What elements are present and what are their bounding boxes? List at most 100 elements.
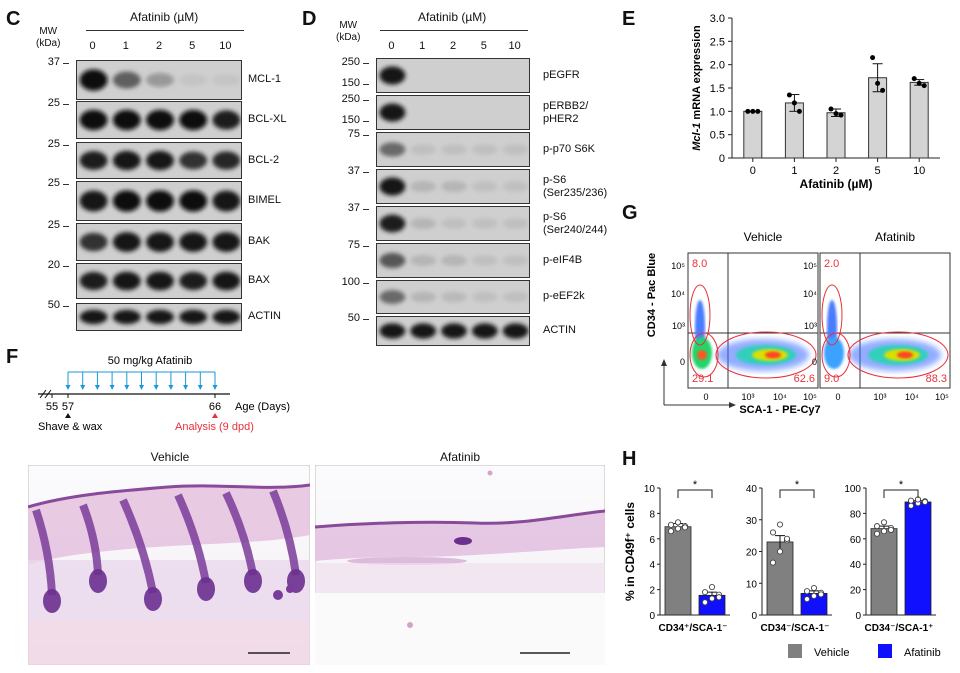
y-tick-label: 60 (850, 535, 862, 546)
blot-band (379, 66, 406, 85)
gate-bottom-right (847, 331, 949, 379)
flow-x-tick: 10⁵ (803, 392, 817, 402)
lane-label: 2 (155, 40, 163, 52)
y-axis-label: % in CD49f⁺ cells (623, 502, 637, 601)
data-point (750, 108, 756, 114)
data-point (875, 80, 881, 86)
flow-x-tick: 0 (835, 392, 840, 402)
blot-strip (376, 95, 530, 130)
arrow-head-icon (661, 359, 667, 366)
flow-x-tick: 10⁵ (935, 392, 949, 402)
panel-c-treatment-line (86, 30, 244, 31)
blot-band (146, 150, 174, 171)
dose-label: 50 mg/kg Afatinib (108, 355, 192, 367)
mw-tick (63, 145, 69, 146)
blot-band (379, 214, 406, 233)
subcutis-layer (28, 560, 310, 620)
data-point (880, 87, 886, 93)
blot-band (441, 144, 467, 155)
dose-arrow-head-icon (212, 385, 218, 390)
category-label: CD34⁺/SCA-1⁻ (659, 623, 728, 634)
blot-band (112, 190, 141, 212)
panel-c-treatment: Afatinib (µM) (130, 10, 199, 24)
data-point (796, 108, 802, 114)
data-point (833, 111, 839, 117)
bar (664, 526, 692, 616)
lane-label: 1 (419, 40, 426, 52)
blot-bands (79, 150, 241, 171)
blot-bands (79, 232, 241, 252)
y-tick-label: 2 (649, 586, 655, 597)
mw-marker: 100 (341, 276, 360, 288)
blot-band (379, 252, 406, 269)
blot-band (410, 291, 437, 303)
kda-label: (kDa) (336, 32, 361, 43)
blot-strip (376, 206, 530, 241)
panel-g-flow: CD34 - Pac Blue SCA-1 - PE-Cy7 Vehicle 8.0 2… (646, 230, 951, 416)
blot-band (179, 151, 208, 170)
bar (870, 528, 898, 616)
flow-y-tick: 10⁴ (803, 289, 817, 299)
follicle-bulb (89, 569, 107, 593)
muscle-layer (28, 620, 310, 665)
mw-marker: 25 (47, 219, 60, 231)
dose-arrow-head-icon (109, 385, 115, 390)
blot-band (410, 218, 437, 229)
panel-d-letter: D (302, 8, 317, 30)
data-point (701, 599, 709, 606)
mw-marker: 25 (47, 97, 60, 109)
mw-tick (63, 266, 69, 267)
blot-band (379, 290, 406, 304)
blot-strip (76, 101, 242, 139)
blot-band (502, 181, 529, 192)
tissue-fragment (407, 622, 413, 628)
data-point (803, 596, 811, 603)
significance-bracket (779, 489, 815, 498)
blot-bands (79, 109, 241, 131)
blot-band (79, 69, 108, 91)
data-point (776, 521, 784, 528)
protein-label: p-S6 (Ser235/236) (543, 173, 608, 199)
x-axis-title: SCA-1 - PE-Cy7 (739, 404, 820, 416)
data-point (873, 530, 881, 537)
hair-follicle (32, 508, 56, 596)
data-point (715, 594, 723, 601)
flow-y-tick: 10³ (804, 321, 817, 331)
blot-band (441, 255, 467, 266)
legend-swatch (788, 644, 802, 658)
blot-band (79, 271, 108, 291)
panel-d-treatment-line (380, 30, 528, 31)
flow-density (692, 300, 809, 371)
empty-space (315, 593, 605, 665)
protein-label: p-eIF4B (543, 253, 583, 266)
protein-label: p-S6 (Ser240/244) (543, 210, 608, 236)
blot-bands (79, 271, 241, 291)
y-tick-label: 30 (746, 516, 758, 527)
y-tick-label: 2.0 (710, 60, 725, 72)
epidermis-layer (315, 509, 605, 529)
data-point (745, 108, 751, 114)
blot-band (212, 271, 241, 291)
data-point (783, 535, 791, 542)
blot-band (212, 110, 241, 130)
arrow-head-icon (729, 402, 736, 408)
blot-band (502, 291, 529, 303)
hair-follicle (174, 493, 210, 584)
mw-marker: 75 (347, 239, 360, 251)
day-label: 55 (46, 401, 58, 413)
blot-band (212, 151, 241, 170)
legend-swatch (878, 644, 892, 658)
data-point (907, 497, 915, 504)
y-tick-label: 0 (751, 611, 757, 622)
blot-band (212, 309, 241, 325)
bar (904, 501, 932, 616)
follicle-bulb (286, 585, 294, 593)
data-point (708, 595, 716, 602)
mw-tick (63, 306, 69, 307)
data-point (755, 108, 761, 114)
significance-mark: * (795, 479, 800, 491)
x-tick-label: 1 (791, 165, 797, 177)
blot-strip (376, 280, 530, 314)
dose-arrow-head-icon (124, 385, 130, 390)
blot-band (502, 144, 529, 155)
